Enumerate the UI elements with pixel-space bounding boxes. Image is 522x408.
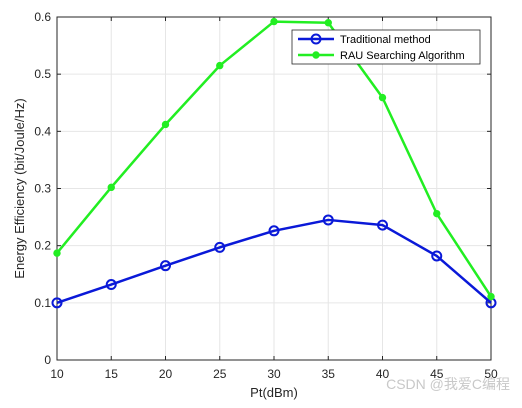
data-point [105,279,117,291]
series [51,17,497,309]
data-point [378,93,387,102]
series-1 [53,17,495,301]
x-tick-label: 20 [159,367,173,381]
y-axis-label: Energy Efficiency (bit/Joule/Hz) [12,98,27,278]
x-tick-label: 40 [376,367,390,381]
data-point [268,225,280,237]
legend-marker-rau [312,51,320,59]
series-line [56,218,492,305]
x-axis-label: Pt(dBm) [250,385,298,400]
data-point [487,292,495,301]
data-point [160,260,171,272]
data-point [433,209,441,218]
y-tick-label: 0.6 [34,10,51,24]
x-tick-label: 30 [267,367,281,381]
data-point [107,183,115,192]
data-point [51,297,63,309]
y-tick-label: 0.4 [34,124,51,138]
x-tick-label: 35 [322,367,336,381]
data-point [270,17,278,26]
ticks: 10 15 20 25 30 35 40 45 50 0 0.1 0.2 0.3 0.4 0.5 0.6 [34,10,498,381]
x-tick-label: 50 [484,367,498,381]
y-tick-label: 0.5 [34,67,51,81]
data-point [377,219,388,231]
series-0 [51,214,497,309]
data-point [322,214,334,226]
x-tick-label: 45 [430,367,444,381]
y-tick-label: 0 [44,353,51,367]
y-tick-label: 0.3 [34,182,51,196]
legend-marker-traditional [310,33,322,45]
data-point [161,120,170,129]
y-tick-label: 0.2 [34,239,51,253]
data-point [324,19,332,27]
legend: Traditional method RAU Searching Algorit… [291,29,481,65]
x-tick-label: 10 [50,367,64,381]
data-point [431,250,443,262]
legend-box [291,29,481,65]
data-point [216,61,224,70]
x-tick-label: 25 [213,367,227,381]
data-point [214,241,226,253]
watermark: CSDN @我爱C编程 [386,376,510,392]
x-tick-label: 15 [105,367,119,381]
legend-label-traditional: Traditional method [340,34,431,46]
y-tick-label: 0.1 [34,296,51,310]
data-point [53,249,61,257]
legend-label-rau: RAU Searching Algorithm [340,50,465,62]
